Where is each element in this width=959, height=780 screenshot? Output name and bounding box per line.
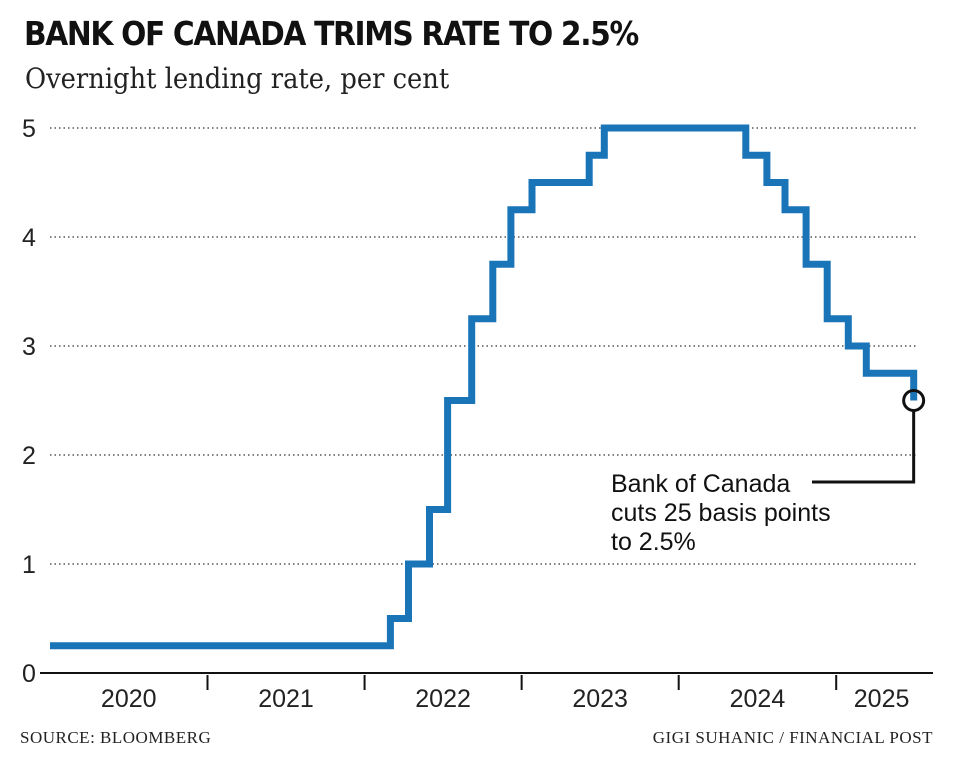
x-tick-label: 2023 bbox=[572, 685, 628, 713]
annotation-leader-line bbox=[812, 410, 916, 484]
x-axis-ticks: 2020 2021 2022 2023 2024 2025 bbox=[101, 675, 909, 713]
chart-title: BANK OF CANADA TRIMS RATE TO 2.5% bbox=[24, 14, 639, 53]
rate-step-line bbox=[50, 124, 918, 650]
x-tick-label: 2020 bbox=[101, 685, 157, 713]
chart-subtitle: Overnight lending rate, per cent bbox=[25, 62, 450, 95]
x-tick-label: 2021 bbox=[258, 685, 314, 713]
annotation-marker bbox=[902, 389, 926, 412]
annotation: Bank of Canada cuts 25 basis points to 2… bbox=[611, 389, 926, 556]
annotation-line-1: Bank of Canada bbox=[611, 470, 790, 498]
annotation-line-3: to 2.5% bbox=[611, 528, 696, 556]
y-axis-ticks: 0 1 2 3 4 5 bbox=[22, 115, 36, 688]
rate-chart: 0 1 2 3 4 5 2020 2021 2022 2023 2024 2025 Bank of … bbox=[22, 115, 933, 713]
annotation-line-2: cuts 25 basis points bbox=[611, 499, 831, 527]
credit-note: GIGI SUHANIC / FINANCIAL POST bbox=[652, 728, 933, 747]
y-tick-label: 1 bbox=[22, 551, 36, 579]
y-tick-label: 5 bbox=[22, 115, 36, 143]
gridlines bbox=[50, 127, 918, 565]
x-tick-label: 2022 bbox=[415, 685, 471, 713]
x-tick-label: 2024 bbox=[730, 685, 786, 713]
source-note: SOURCE: BLOOMBERG bbox=[20, 728, 212, 747]
y-tick-label: 3 bbox=[22, 333, 36, 361]
y-tick-label: 2 bbox=[22, 442, 36, 470]
x-tick-label: 2025 bbox=[854, 685, 910, 713]
y-tick-label: 0 bbox=[22, 660, 36, 688]
y-tick-label: 4 bbox=[22, 224, 36, 252]
